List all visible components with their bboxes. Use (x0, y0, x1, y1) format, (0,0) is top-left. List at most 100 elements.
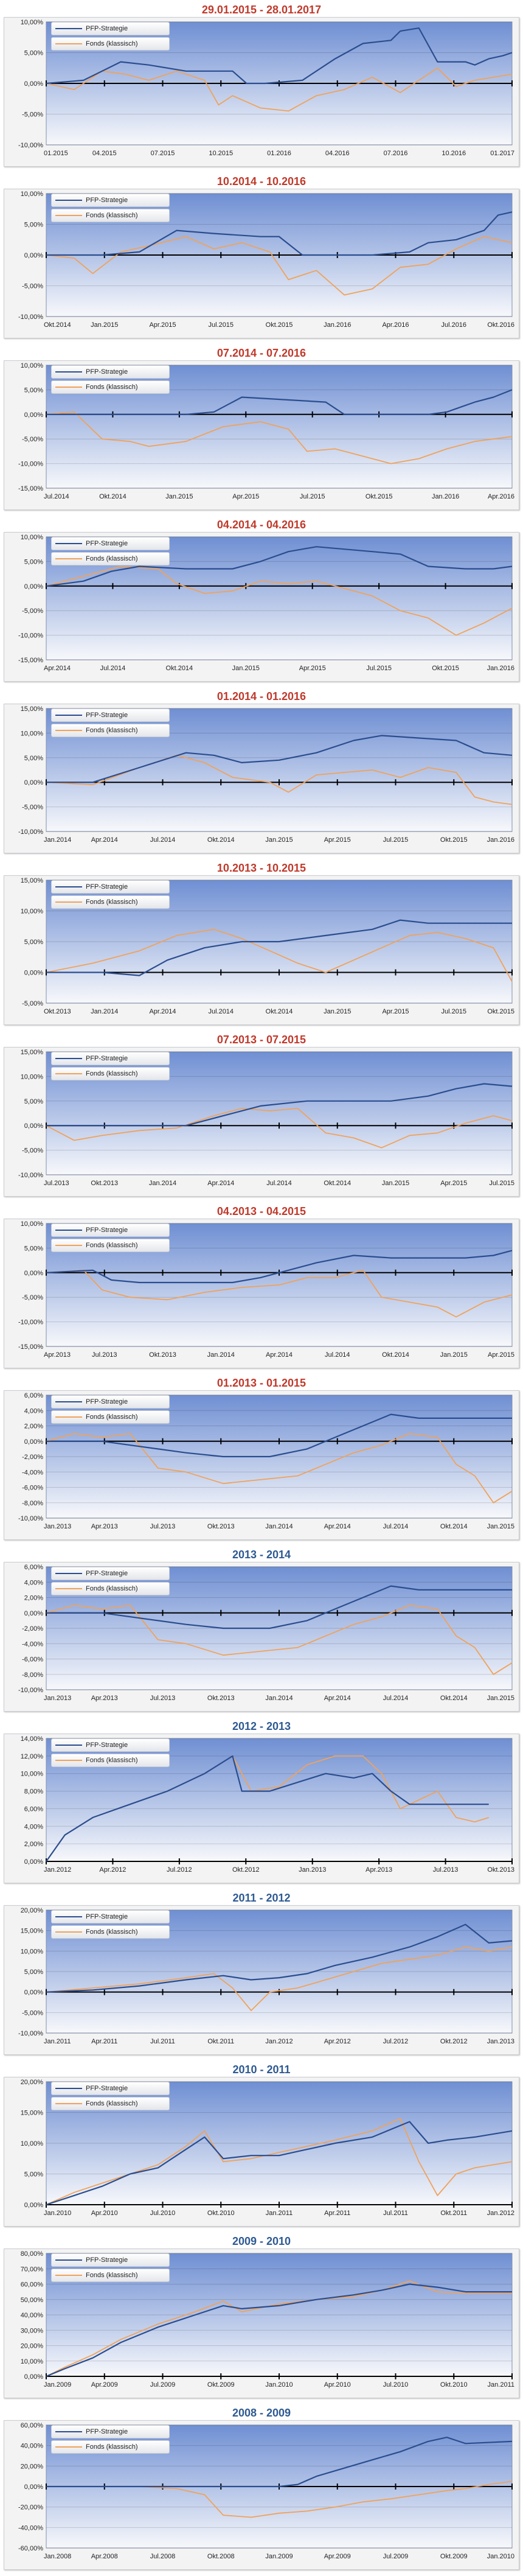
y-tick-label: -10,00% (18, 142, 43, 149)
x-tick-label: Jul.2013 (92, 1351, 117, 1359)
series-line-fonds (46, 411, 513, 464)
x-tick-label: Jan.2014 (149, 1180, 176, 1187)
y-tick-label: -6,00% (22, 1485, 43, 1492)
x-tick-label: 01.2017 (490, 150, 514, 157)
y-tick-label: 5,00% (24, 1245, 43, 1252)
x-tick-label: Jul.2015 (366, 665, 392, 672)
y-tick-label: 0,00% (24, 80, 43, 88)
y-tick-label: 10,00% (21, 730, 44, 737)
legend-swatch (55, 371, 82, 373)
legend-item: Fonds (klassisch) (51, 2440, 170, 2454)
y-tick-label: 10,00% (21, 2140, 44, 2147)
series-line-pfp (46, 2437, 513, 2488)
x-tick-label: Okt.2014 (266, 1008, 293, 1015)
x-tick-label: Jan.2014 (265, 1523, 293, 1530)
x-tick-label: Jan.2016 (432, 493, 459, 500)
legend-item: Fonds (klassisch) (51, 1067, 170, 1080)
y-tick-label: 20,00% (21, 2343, 44, 2350)
x-tick-label: 04.2016 (325, 150, 350, 157)
x-tick-label: Okt.2014 (207, 836, 235, 844)
legend-label: PFP-Strategie (86, 540, 128, 547)
x-tick-label: Apr.2013 (91, 1523, 118, 1530)
x-tick-label: Jan.2014 (265, 1695, 293, 1702)
x-tick-label: Apr.2014 (44, 665, 71, 672)
x-tick-label: Okt.2015 (266, 321, 293, 329)
y-tick-label: 5,00% (24, 222, 43, 229)
legend-swatch (55, 543, 82, 544)
x-tick-label: Jan.2015 (487, 1523, 514, 1530)
y-tick-label: 0,00% (24, 2202, 43, 2209)
x-tick-label: Apr.2014 (207, 1180, 234, 1187)
legend-label: PFP-Strategie (86, 368, 128, 376)
legend-item: PFP-Strategie (51, 880, 170, 894)
x-tick-label: Jul.2014 (44, 493, 69, 500)
x-tick-label: Jul.2014 (266, 1180, 292, 1187)
y-tick-label: -10,00% (18, 1687, 43, 1694)
y-tick-label: 30,00% (21, 2327, 44, 2334)
x-tick-label: Jul.2014 (325, 1351, 350, 1359)
x-tick-label: Jan.2011 (488, 2381, 514, 2389)
x-tick-label: Jul.2008 (150, 2553, 176, 2560)
x-tick-label: Apr.2012 (99, 1866, 126, 1874)
legend-swatch (55, 387, 82, 388)
y-tick-label: -10,00% (18, 632, 43, 640)
legend-label: Fonds (klassisch) (86, 1585, 138, 1592)
legend-swatch (55, 2103, 82, 2104)
legend-item: PFP-Strategie (51, 194, 170, 207)
y-tick-label: 2,00% (24, 1841, 43, 1848)
x-tick-label: Okt.2015 (440, 836, 468, 844)
y-tick-label: 0,00% (24, 2483, 43, 2491)
x-tick-label: Okt.2014 (44, 321, 71, 329)
x-tick-label: Jul.2009 (150, 2381, 176, 2389)
x-tick-label: Jul.2013 (150, 1695, 176, 1702)
x-tick-label: Apr.2015 (324, 836, 351, 844)
legend-label: PFP-Strategie (86, 1055, 128, 1062)
chart-panel: 2008 - 2009 60,00% 40,00% 20,00% 0,00% -20,00… (0, 2403, 523, 2575)
y-tick-label: -10,00% (18, 1319, 43, 1326)
x-tick-label: Jan.2016 (324, 321, 351, 329)
x-tick-label: Okt.2015 (432, 665, 459, 672)
legend: PFP-Strategie Fonds (klassisch) (51, 194, 170, 224)
legend: PFP-Strategie Fonds (klassisch) (51, 1395, 170, 1426)
x-tick-label: Apr.2015 (440, 1180, 467, 1187)
y-tick-label: -5,00% (22, 607, 43, 615)
series-line-pfp (46, 1585, 512, 1629)
y-tick-label: -5,00% (22, 804, 43, 811)
legend-label: PFP-Strategie (86, 883, 128, 891)
chart-panel: 2012 - 2013 14,00% 12,00% 10,00% 8,00% 6,00% 4… (0, 1717, 523, 1888)
legend-item: Fonds (klassisch) (51, 1239, 170, 1252)
legend-item: Fonds (klassisch) (51, 552, 170, 565)
legend-label: Fonds (klassisch) (86, 898, 138, 906)
legend: PFP-Strategie Fonds (klassisch) (51, 2425, 170, 2455)
series-line-fonds (46, 928, 513, 982)
x-tick-label: Apr.2014 (324, 1695, 351, 1702)
legend-item: Fonds (klassisch) (51, 209, 170, 222)
chart-panel: 2009 - 2010 80,00% 70,00% 60,00% 50,00% 40,00… (0, 2231, 523, 2403)
x-tick-label: Jul.2014 (208, 1008, 234, 1015)
x-tick-label: Jul.2011 (150, 2038, 175, 2045)
legend-label: PFP-Strategie (86, 1741, 128, 1749)
x-tick-label: Jul.2012 (383, 2038, 409, 2045)
legend-swatch (55, 1760, 82, 1761)
y-tick-label: 10,00% (21, 1073, 44, 1080)
series-line-fonds (46, 1433, 513, 1503)
chart-title: 04.2014 - 04.2016 (216, 519, 307, 531)
chart-panel: 2011 - 2012 20,00% 15,00% 10,00% 5,00% 0,00% -… (0, 1888, 523, 2060)
x-tick-label: Jul.2016 (441, 321, 466, 329)
x-tick-label: 04.2015 (92, 150, 117, 157)
y-tick-label: 10,00% (21, 19, 44, 26)
y-tick-label: 60,00% (21, 2281, 44, 2289)
x-tick-label: Apr.2015 (299, 665, 326, 672)
legend-item: Fonds (klassisch) (51, 895, 170, 909)
y-tick-label: 2,00% (24, 1423, 43, 1430)
legend-swatch (55, 215, 82, 216)
chart-panel: 01.2014 - 01.2016 15,00% 10,00% 5,00% 0,00% -… (0, 687, 523, 858)
chart-title: 2011 - 2012 (232, 1892, 291, 1904)
x-tick-label: Okt.2016 (487, 321, 514, 329)
legend-item: PFP-Strategie (51, 1738, 170, 1752)
legend: PFP-Strategie Fonds (klassisch) (51, 537, 170, 567)
legend-swatch (55, 1745, 82, 1746)
y-tick-label: 6,00% (24, 1392, 43, 1399)
x-tick-label: Okt.2013 (207, 1695, 235, 1702)
chart-title: 2008 - 2009 (232, 2407, 291, 2419)
